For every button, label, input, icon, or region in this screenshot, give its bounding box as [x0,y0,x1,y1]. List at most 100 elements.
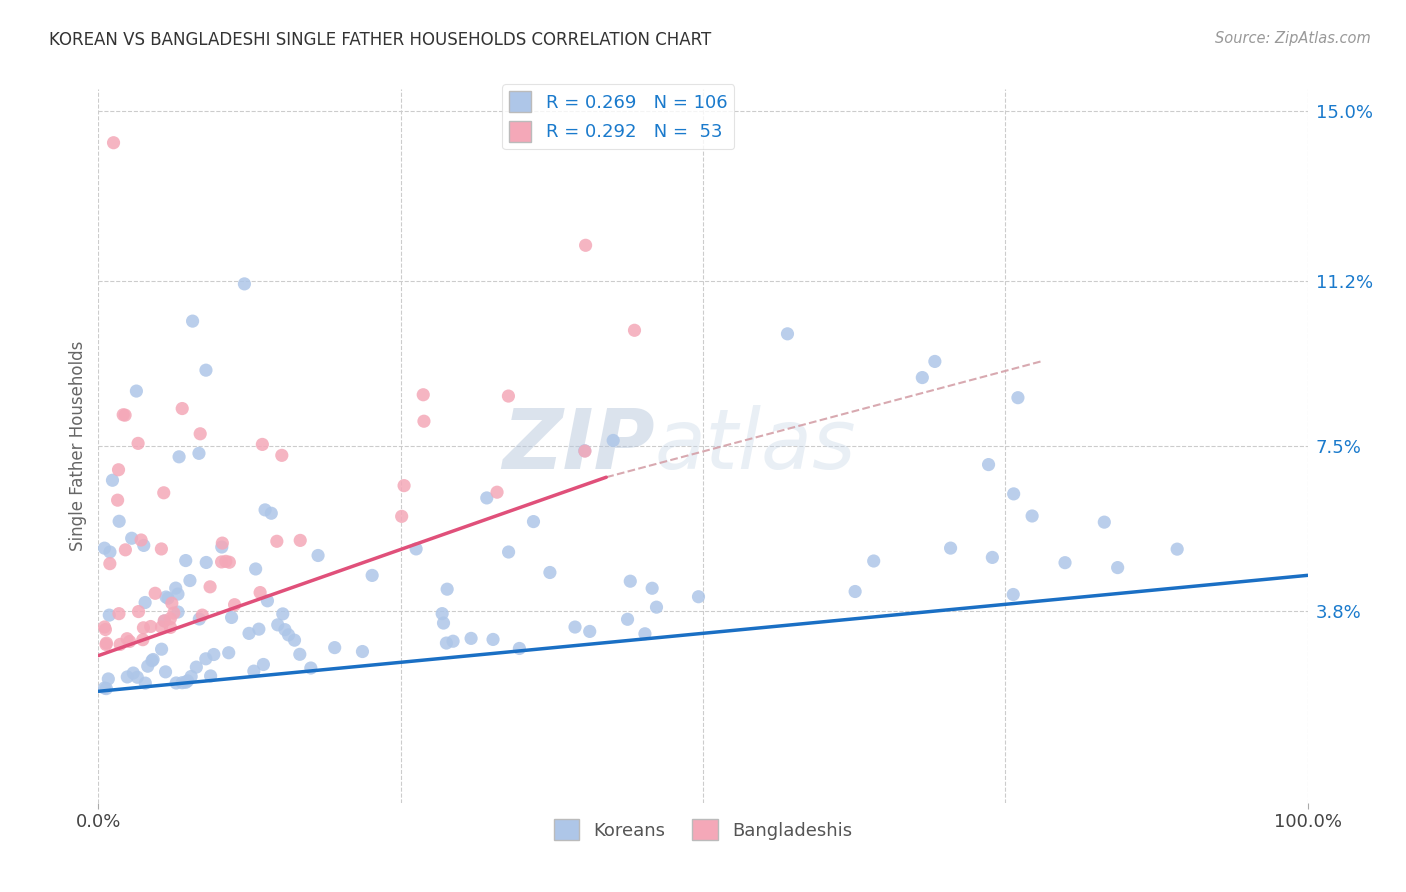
Point [139,619,162,633]
Point [152,485,174,500]
Point [645,600,668,615]
Point [538,566,561,580]
Point [174,553,197,567]
Point [127,670,149,684]
Point [165,676,187,690]
Point [186,660,208,674]
Point [107,493,129,508]
Point [862,554,884,568]
Point [266,534,288,549]
Point [211,536,233,550]
Point [188,612,211,626]
Point [283,633,305,648]
Point [233,277,256,291]
Point [136,659,159,673]
Point [153,614,176,628]
Point [460,632,482,646]
Point [1092,515,1115,529]
Point [179,574,201,588]
Point [290,533,312,548]
Point [159,612,181,626]
Point [844,584,866,599]
Point [134,676,156,690]
Point [93,620,115,634]
Point [249,585,271,599]
Point [288,648,311,662]
Point [619,574,641,589]
Point [486,485,509,500]
Point [412,388,434,402]
Point [165,581,187,595]
Point [574,443,596,458]
Point [121,531,143,545]
Point [260,506,283,520]
Point [323,640,346,655]
Point [150,642,173,657]
Point [155,590,177,604]
Point [270,448,292,462]
Point [1002,587,1025,601]
Point [911,370,934,384]
Point [574,444,596,458]
Point [575,238,598,252]
Point [114,408,136,422]
Point [924,354,946,368]
Point [127,436,149,450]
Point [218,646,240,660]
Point [392,478,415,492]
Text: KOREAN VS BANGLADESHI SINGLE FATHER HOUSEHOLDS CORRELATION CHART: KOREAN VS BANGLADESHI SINGLE FATHER HOUS… [49,31,711,49]
Point [115,632,138,646]
Point [256,594,278,608]
Point [202,648,225,662]
Point [299,661,322,675]
Point [153,614,176,628]
Point [118,634,141,648]
Point [194,652,217,666]
Point [128,605,150,619]
Legend: Koreans, Bangladeshis: Koreans, Bangladeshis [547,812,859,847]
Point [195,556,218,570]
Point [221,610,243,624]
Point [498,389,520,403]
Point [174,675,197,690]
Point [1053,556,1076,570]
Point [167,605,190,619]
Point [150,541,173,556]
Point [125,384,148,398]
Point [159,620,181,634]
Point [215,554,238,568]
Point [122,666,145,681]
Point [188,426,211,441]
Point [482,632,505,647]
Point [167,450,190,464]
Point [155,665,177,679]
Point [578,624,600,639]
Point [211,540,233,554]
Point [96,636,118,650]
Point [198,580,221,594]
Point [181,314,204,328]
Point [939,541,962,555]
Point [114,542,136,557]
Point [132,632,155,647]
Point [252,437,274,451]
Point [132,621,155,635]
Point [634,627,657,641]
Point [564,620,586,634]
Point [134,595,156,609]
Point [107,463,129,477]
Point [97,672,120,686]
Point [498,545,520,559]
Point [1007,391,1029,405]
Point [200,669,222,683]
Point [274,623,297,637]
Text: Source: ZipAtlas.com: Source: ZipAtlas.com [1215,31,1371,46]
Point [112,408,135,422]
Point [430,607,453,621]
Point [361,568,384,582]
Point [211,555,233,569]
Point [405,541,427,556]
Point [98,545,121,559]
Point [101,473,124,487]
Point [441,634,464,648]
